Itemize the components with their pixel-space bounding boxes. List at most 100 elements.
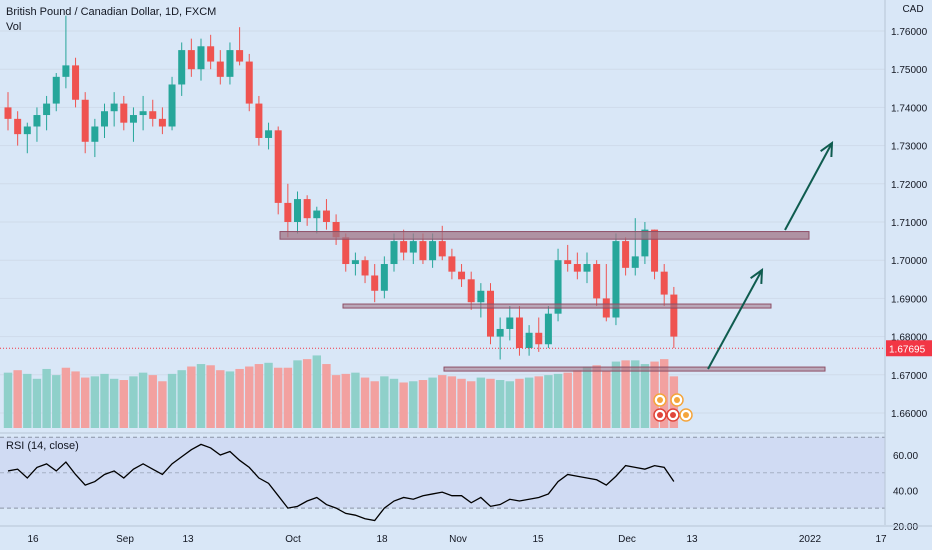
volume-bar (129, 376, 138, 428)
price-tick: 1.71000 (891, 218, 928, 229)
candle-body (515, 317, 523, 349)
candle-body (641, 229, 649, 257)
rsi-pane (0, 432, 885, 522)
candle-body (303, 199, 311, 219)
candle-body (72, 65, 80, 100)
volume-bar (283, 367, 293, 428)
candle-body (573, 264, 581, 272)
support-line (443, 366, 826, 372)
candle-body (487, 290, 494, 337)
volume-bar (225, 371, 235, 428)
candle-body (660, 271, 668, 295)
currency-label: CAD (902, 4, 924, 15)
price-tick: 1.68000 (891, 333, 928, 344)
volume-bar (3, 372, 13, 428)
volume-bar (389, 378, 399, 428)
price-tick: 1.66000 (891, 409, 928, 420)
candle-body (158, 118, 166, 127)
candle-body (101, 111, 108, 127)
candle-body (583, 264, 591, 272)
candle-body (544, 313, 552, 345)
time-tick: Sep (116, 534, 134, 545)
volume-bar (438, 375, 447, 428)
volume-bar (553, 373, 563, 428)
candle-body (255, 103, 263, 138)
candle-body (129, 115, 137, 123)
price-gridlines (0, 30, 885, 414)
candle-body (322, 210, 330, 222)
marker-uk-dot (683, 412, 689, 418)
candle-body (168, 84, 176, 127)
volume-bar (370, 381, 379, 428)
volume-bar (380, 376, 389, 428)
mid-line (342, 303, 772, 309)
volume-bar (138, 372, 148, 428)
volume-bar (360, 377, 370, 428)
volume-bar (109, 378, 119, 428)
volume-bar (331, 375, 341, 428)
candle-body (458, 271, 466, 280)
candle-body (342, 237, 350, 265)
candle-body (525, 332, 533, 349)
candle-body (197, 46, 205, 70)
candle-body (43, 103, 51, 116)
volume-bar (32, 378, 42, 428)
time-axis: 16 Sep 13 Oct 18 Nov 15 Dec 13 2022 17 (0, 525, 932, 545)
volume-bar (302, 359, 312, 428)
price-axis: 1.76000 1.75000 1.74000 1.73000 1.72000 1.710… (884, 0, 932, 533)
candle-body (448, 256, 456, 272)
marker-uk-dot (674, 397, 680, 403)
volume-bar (418, 380, 428, 428)
volume-bar (495, 380, 505, 428)
candle-body (62, 65, 70, 77)
volume-bar (71, 371, 80, 428)
volume-bar (563, 372, 572, 428)
time-tick: 13 (686, 534, 698, 545)
candle-body (284, 202, 292, 222)
candle-body (390, 241, 398, 265)
volume-bar (264, 362, 273, 428)
candle-body (178, 50, 186, 85)
arrow-lower-head (750, 267, 764, 285)
candle-body (81, 99, 89, 142)
candle-body (265, 130, 273, 138)
candle-body (429, 241, 437, 261)
candle-body (139, 111, 147, 116)
candle-body (506, 317, 514, 329)
volume-bar (235, 368, 244, 428)
candle-body (351, 260, 359, 265)
candle-body (438, 241, 446, 257)
volume-bar (544, 375, 553, 428)
candle-body (670, 294, 678, 337)
candle-body (226, 50, 234, 77)
volume-bar (61, 367, 71, 428)
volume-bar (524, 377, 534, 428)
candle-body (4, 107, 12, 119)
volume-bar (81, 377, 90, 428)
volume-bar (23, 373, 32, 428)
candle-body (187, 50, 195, 70)
candle-body (14, 118, 22, 135)
volume-bar (640, 364, 650, 428)
candle-body (554, 260, 562, 314)
volume-bar (177, 370, 186, 428)
current-price-badge (886, 340, 932, 357)
candle-body (110, 103, 118, 112)
candle-body (651, 229, 659, 272)
time-tick: Dec (618, 534, 636, 545)
volume-bars (3, 355, 679, 428)
resistance-zone (279, 231, 810, 240)
volume-bar (611, 361, 621, 428)
price-tick: 1.76000 (891, 27, 928, 38)
volume-bar (476, 377, 486, 428)
volume-bar (100, 373, 109, 428)
candle-body (236, 50, 244, 62)
volume-bar (351, 372, 360, 428)
volume-bar (631, 360, 640, 428)
candle-body (409, 241, 417, 253)
symbol-title: British Pound / Canadian Dollar, 1D, FXC… (6, 6, 217, 18)
candle-body (593, 264, 601, 299)
candle-body (419, 241, 427, 261)
volume-bar (158, 381, 167, 428)
